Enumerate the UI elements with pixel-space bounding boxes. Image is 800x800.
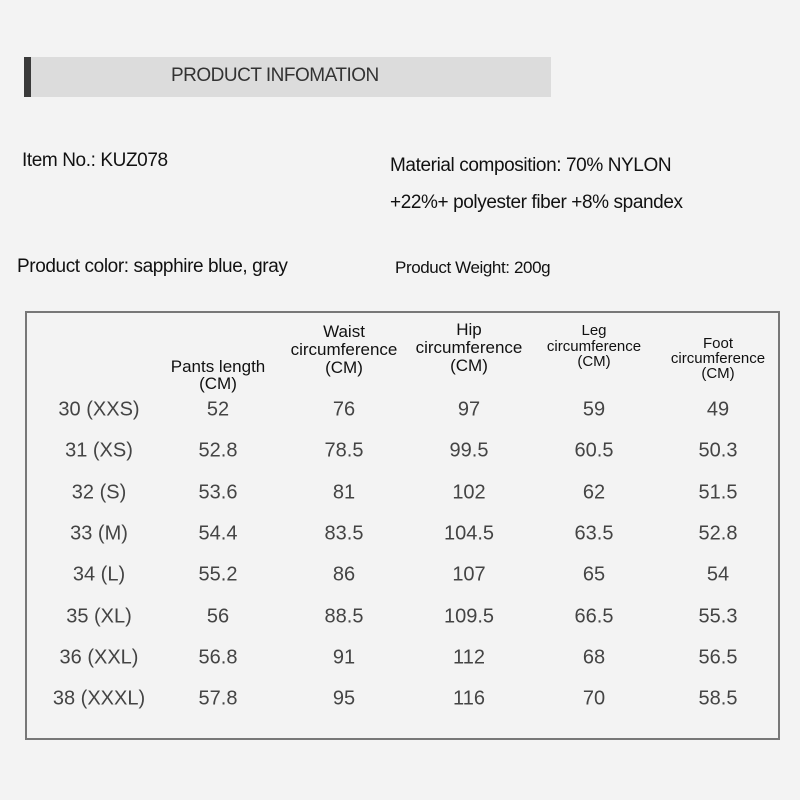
column-header-line: (CM) bbox=[199, 374, 237, 393]
measurement-cell: 97 bbox=[457, 398, 481, 421]
size-label: 34 (L) bbox=[72, 563, 126, 586]
measurement-cell: 52.8 bbox=[198, 439, 238, 462]
measurement-cell: 51.5 bbox=[698, 481, 738, 504]
measurement-cell: 56 bbox=[206, 605, 230, 627]
measurement-cell: 62 bbox=[582, 481, 606, 504]
measurement-cell: 54.4 bbox=[198, 522, 238, 545]
measurement-cell: 99.5 bbox=[449, 439, 489, 462]
measurement-cell: 88.5 bbox=[324, 605, 364, 627]
size-label: 33 (M) bbox=[70, 522, 128, 545]
measurement-cell: 52.8 bbox=[698, 522, 738, 545]
measurement-cell: 102 bbox=[452, 481, 486, 504]
measurement-cell: 56.5 bbox=[698, 646, 738, 669]
measurement-cell: 83.5 bbox=[324, 522, 364, 545]
column-header-line: Waist bbox=[323, 322, 365, 341]
measurement-cell: 53.6 bbox=[198, 481, 238, 504]
measurement-cell: 52 bbox=[206, 398, 230, 421]
measurement-cell: 91 bbox=[332, 646, 356, 669]
measurement-cell: 68 bbox=[582, 646, 606, 669]
material-line-1: Material composition: 70% NYLON bbox=[390, 155, 672, 176]
column-header-line: (CM) bbox=[450, 356, 488, 375]
product-weight: Product Weight: 200g bbox=[395, 258, 551, 277]
measurement-cell: 55.2 bbox=[198, 563, 238, 586]
measurement-cell: 76 bbox=[332, 398, 356, 421]
size-label: 30 (XXS) bbox=[58, 398, 140, 421]
column-header-line: (CM) bbox=[325, 358, 363, 377]
column-header-line: Pants length bbox=[170, 357, 266, 376]
section-title: PRODUCT INFOMATION bbox=[171, 65, 379, 86]
column-header-line: Foot bbox=[702, 335, 734, 352]
size-table: Pants length (CM) Waist circumference (CM) Hi… bbox=[25, 311, 780, 740]
measurement-cell: 57.8 bbox=[198, 687, 238, 710]
measurement-cell: 58.5 bbox=[698, 687, 738, 710]
size-label: 31 (XS) bbox=[65, 439, 133, 462]
measurement-cell: 50.3 bbox=[698, 439, 738, 462]
column-header-line: (CM) bbox=[701, 365, 735, 382]
size-label: 38 (XXXL) bbox=[52, 687, 146, 710]
section-banner: PRODUCT INFOMATION bbox=[24, 57, 551, 97]
measurement-cell: 60.5 bbox=[574, 439, 614, 462]
measurement-cell: 109.5 bbox=[443, 605, 495, 627]
size-label: 32 (S) bbox=[71, 481, 127, 504]
column-header-line: circumference bbox=[290, 340, 398, 359]
measurement-cell: 95 bbox=[332, 687, 356, 710]
measurement-cell: 66.5 bbox=[574, 605, 614, 627]
item-number: Item No.: KUZ078 bbox=[22, 150, 168, 171]
measurement-cell: 49 bbox=[706, 398, 730, 421]
column-header-line: (CM) bbox=[577, 353, 611, 370]
size-label: 36 (XXL) bbox=[59, 646, 139, 669]
measurement-cell: 63.5 bbox=[574, 522, 614, 545]
measurement-cell: 116 bbox=[453, 687, 485, 710]
measurement-cell: 59 bbox=[582, 398, 606, 421]
measurement-cell: 81 bbox=[332, 481, 356, 504]
material-line-2: +22%+ polyester fiber +8% spandex bbox=[390, 192, 683, 213]
column-header-line: circumference bbox=[415, 338, 523, 357]
measurement-cell: 107 bbox=[452, 563, 486, 586]
measurement-cell: 104.5 bbox=[443, 522, 495, 545]
measurement-cell: 55.3 bbox=[698, 605, 738, 627]
product-color: Product color: sapphire blue, gray bbox=[17, 256, 288, 277]
measurement-cell: 86 bbox=[332, 563, 356, 586]
column-header-line: Leg bbox=[581, 322, 607, 339]
column-header-line: circumference bbox=[546, 338, 642, 355]
size-label: 35 (XL) bbox=[66, 605, 132, 627]
measurement-cell: 65 bbox=[582, 563, 606, 586]
measurement-cell: 70 bbox=[582, 687, 606, 710]
measurement-cell: 78.5 bbox=[324, 439, 364, 462]
measurement-cell: 56.8 bbox=[198, 646, 238, 669]
measurement-cell: 54 bbox=[706, 563, 730, 586]
measurement-cell: 112 bbox=[453, 646, 485, 669]
column-header-line: circumference bbox=[670, 350, 766, 367]
column-header-line: Hip bbox=[456, 320, 482, 339]
